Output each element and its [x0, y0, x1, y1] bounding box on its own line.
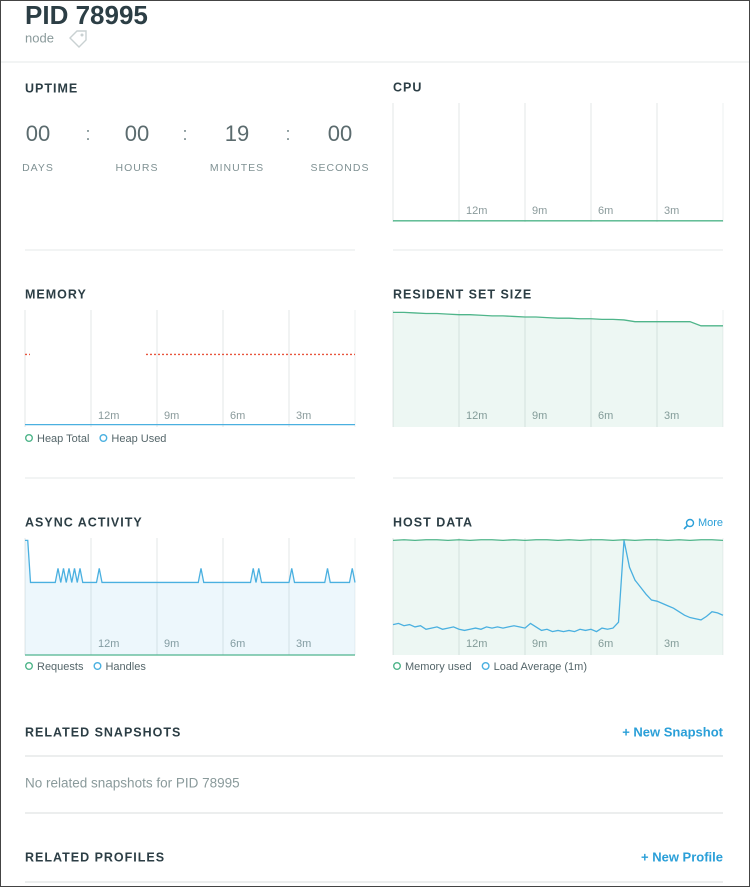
series-area — [25, 540, 355, 655]
legend-label: Heap Total — [37, 433, 89, 445]
uptime-separator: : — [285, 124, 290, 144]
uptime-value: 00 — [125, 121, 149, 146]
new-profile-button[interactable]: + New Profile — [641, 849, 723, 864]
uptime-unit: DAYS — [22, 162, 54, 174]
x-tick-label: 3m — [664, 205, 679, 217]
tag-hole — [80, 33, 84, 37]
uptime-unit: SECONDS — [311, 162, 370, 174]
section-title: UPTIME — [25, 81, 78, 95]
x-tick-label: 9m — [164, 638, 179, 650]
x-tick-label: 12m — [466, 205, 487, 217]
x-tick-label: 6m — [598, 205, 613, 217]
legend-marker — [25, 662, 34, 671]
magnifier-lens — [685, 518, 695, 528]
tag-shape — [69, 30, 87, 48]
legend-marker — [481, 662, 490, 671]
empty-message: No related snapshots for PID 78995 — [25, 776, 240, 791]
uptime-separator: : — [182, 124, 187, 144]
series-line — [25, 539, 356, 584]
series-line — [392, 540, 724, 633]
uptime-value: 00 — [26, 121, 50, 146]
x-tick-label: 6m — [598, 410, 613, 422]
x-tick-label: 6m — [598, 638, 613, 650]
series-area — [393, 312, 723, 427]
x-tick-label: 6m — [230, 638, 245, 650]
more-link[interactable]: More — [698, 517, 723, 529]
x-tick-label: 9m — [532, 638, 547, 650]
new-snapshot-button[interactable]: + New Snapshot — [622, 724, 723, 739]
x-tick-label: 12m — [98, 638, 119, 650]
uptime-value: 19 — [225, 121, 249, 146]
series-line — [392, 539, 724, 541]
legend-marker — [93, 662, 102, 671]
section-title: MEMORY — [25, 287, 87, 301]
uptime-unit: HOURS — [116, 162, 159, 174]
x-tick-label: 6m — [230, 410, 245, 422]
section-title: RESIDENT SET SIZE — [393, 287, 532, 301]
tag-icon[interactable] — [69, 30, 87, 48]
section-title: ASYNC ACTIVITY — [25, 515, 143, 529]
section-title: RELATED SNAPSHOTS — [25, 725, 181, 739]
x-tick-label: 3m — [664, 638, 679, 650]
x-tick-label: 12m — [466, 638, 487, 650]
more-icon[interactable] — [683, 518, 695, 530]
uptime-unit: MINUTES — [210, 162, 264, 174]
page-title: PID 78995 — [25, 0, 148, 30]
uptime-value: 00 — [328, 121, 352, 146]
magnifier-handle — [683, 524, 689, 530]
x-tick-label: 3m — [296, 638, 311, 650]
legend-label: Heap Used — [111, 433, 166, 445]
legend-label: Memory used — [405, 661, 472, 673]
x-tick-label: 9m — [532, 205, 547, 217]
x-tick-label: 3m — [664, 410, 679, 422]
series-area — [393, 539, 723, 655]
x-tick-label: 3m — [296, 410, 311, 422]
series-line — [393, 311, 723, 327]
uptime-separator: : — [85, 124, 90, 144]
x-tick-label: 12m — [98, 410, 119, 422]
legend-label: Load Average (1m) — [494, 661, 587, 673]
section-title: CPU — [393, 80, 422, 94]
x-tick-label: 9m — [164, 410, 179, 422]
x-tick-label: 9m — [532, 410, 547, 422]
legend-label: Requests — [37, 661, 84, 673]
legend-marker — [393, 662, 402, 671]
legend-marker — [25, 434, 34, 443]
section-title: HOST DATA — [393, 515, 473, 529]
section-title: RELATED PROFILES — [25, 850, 165, 864]
x-tick-label: 12m — [466, 410, 487, 422]
page-subtitle: node — [25, 30, 54, 45]
legend-marker — [99, 434, 108, 443]
legend-label: Handles — [105, 661, 146, 673]
